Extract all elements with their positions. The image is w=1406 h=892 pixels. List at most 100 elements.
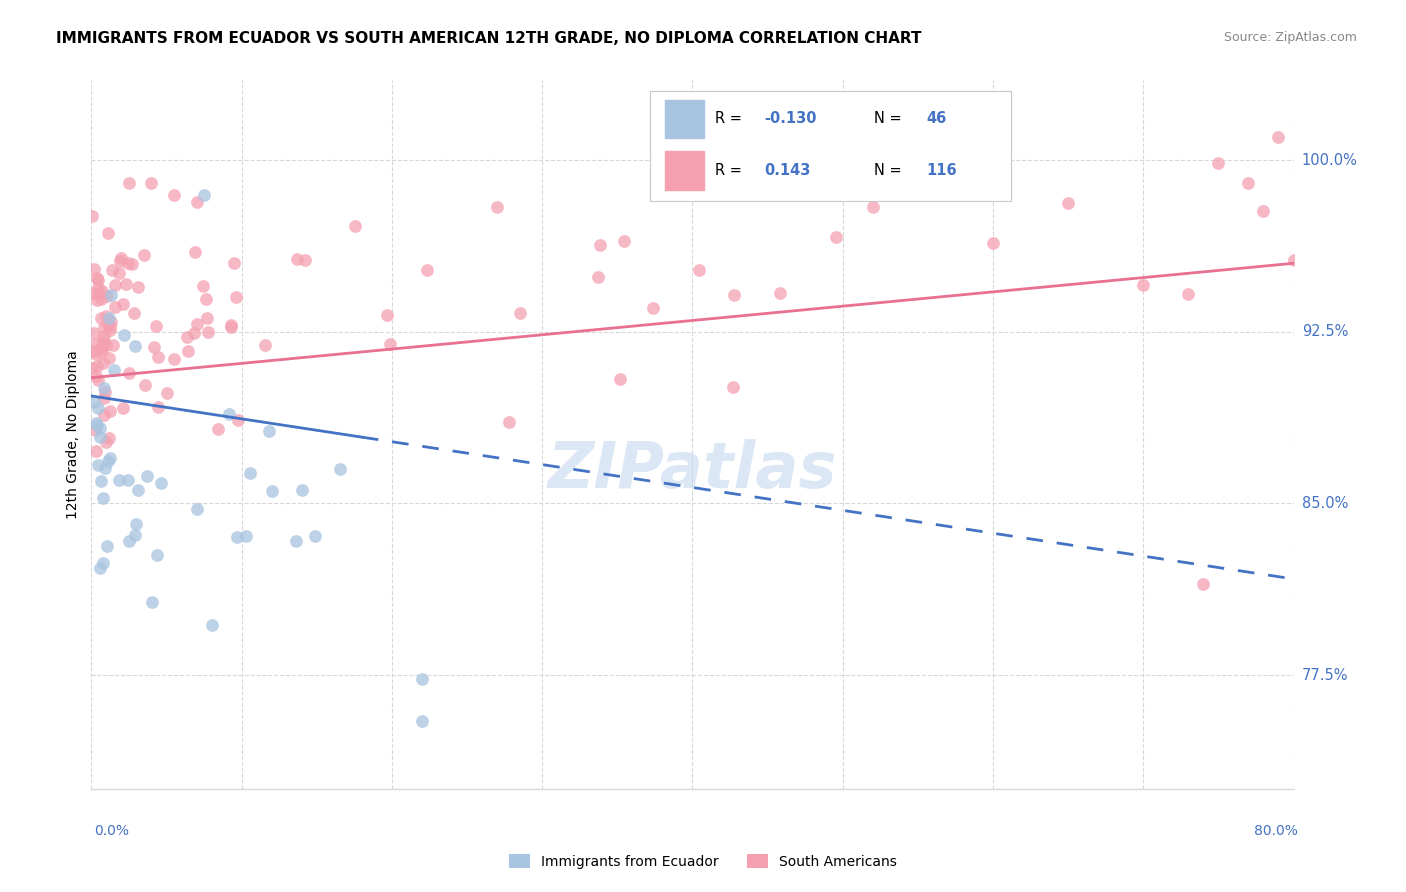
Point: [375, 309, 398, 323]
Text: IMMIGRANTS FROM ECUADOR VS SOUTH AMERICAN 12TH GRADE, NO DIPLOMA CORRELATION CHA: IMMIGRANTS FROM ECUADOR VS SOUTH AMERICA…: [56, 31, 922, 46]
Point: [98, 318, 121, 333]
Point: [1282, 253, 1305, 268]
Point: [83, 285, 105, 300]
Point: [150, 476, 173, 491]
Point: [90, 293, 112, 307]
Point: [485, 201, 508, 215]
Point: [260, 483, 283, 498]
Point: [110, 251, 132, 265]
Point: [294, 252, 316, 267]
Point: [235, 529, 257, 543]
Point: [93, 409, 115, 423]
Point: [134, 378, 156, 392]
Point: [118, 534, 141, 549]
Point: [163, 187, 186, 202]
Point: [91, 333, 114, 347]
Point: [257, 424, 280, 438]
Point: [125, 517, 148, 532]
Point: [1057, 196, 1080, 211]
Point: [110, 254, 132, 268]
Point: [643, 301, 665, 315]
Point: [93, 337, 115, 351]
Point: [87, 373, 110, 387]
Legend: Immigrants from Ecuador, South Americans: Immigrants from Ecuador, South Americans: [503, 848, 903, 874]
Point: [285, 252, 308, 266]
Point: [124, 339, 146, 353]
Point: [184, 244, 207, 259]
Point: [981, 236, 1004, 251]
Point: [97, 431, 120, 445]
Point: [825, 230, 848, 244]
Point: [83, 394, 105, 409]
Point: [83, 344, 105, 359]
Point: [197, 326, 219, 340]
Point: [225, 290, 247, 304]
Point: [90, 285, 112, 299]
Point: [588, 269, 610, 284]
Point: [80, 361, 103, 376]
Point: [96, 539, 118, 553]
Point: [86, 347, 108, 361]
Point: [1208, 156, 1230, 170]
Point: [193, 187, 215, 202]
Point: [91, 344, 114, 359]
Point: [378, 336, 401, 351]
Point: [226, 412, 249, 426]
Point: [93, 491, 115, 505]
Point: [96, 338, 118, 352]
Point: [1267, 130, 1289, 145]
Point: [135, 468, 157, 483]
Point: [117, 256, 139, 270]
Point: [115, 277, 138, 291]
Point: [284, 533, 307, 548]
Point: [111, 296, 134, 310]
Text: 100.0%: 100.0%: [1302, 153, 1358, 168]
Point: [90, 474, 112, 488]
Point: [124, 528, 146, 542]
Point: [96, 289, 118, 303]
Point: [143, 340, 166, 354]
Y-axis label: 12th Grade, No Diploma: 12th Grade, No Diploma: [66, 351, 80, 519]
Point: [91, 356, 114, 370]
Point: [90, 341, 112, 355]
Point: [195, 293, 218, 307]
Point: [97, 226, 120, 240]
Point: [98, 451, 121, 466]
Point: [87, 401, 110, 416]
Point: [609, 372, 631, 386]
Point: [103, 363, 125, 377]
Point: [415, 263, 437, 277]
Point: [97, 317, 120, 331]
Point: [101, 263, 124, 277]
Point: [93, 556, 115, 570]
Point: [145, 319, 167, 334]
Point: [769, 286, 792, 301]
Point: [291, 483, 314, 497]
Text: 0.0%: 0.0%: [94, 824, 129, 838]
Point: [94, 309, 117, 323]
Point: [104, 278, 127, 293]
Point: [98, 310, 121, 325]
Point: [90, 310, 112, 325]
Point: [104, 300, 127, 314]
Point: [141, 595, 163, 609]
Point: [107, 473, 129, 487]
Point: [89, 561, 111, 575]
Point: [146, 350, 169, 364]
Point: [146, 548, 169, 562]
Point: [226, 530, 249, 544]
Point: [93, 328, 115, 343]
Point: [163, 351, 186, 366]
Point: [156, 386, 179, 401]
Point: [862, 201, 884, 215]
Point: [183, 326, 205, 340]
Point: [239, 467, 262, 481]
Point: [121, 257, 143, 271]
Point: [721, 380, 744, 394]
Point: [118, 366, 141, 380]
Point: [103, 338, 125, 352]
Point: [411, 714, 433, 728]
Point: [86, 359, 108, 374]
Point: [87, 273, 110, 287]
Point: [498, 415, 520, 429]
